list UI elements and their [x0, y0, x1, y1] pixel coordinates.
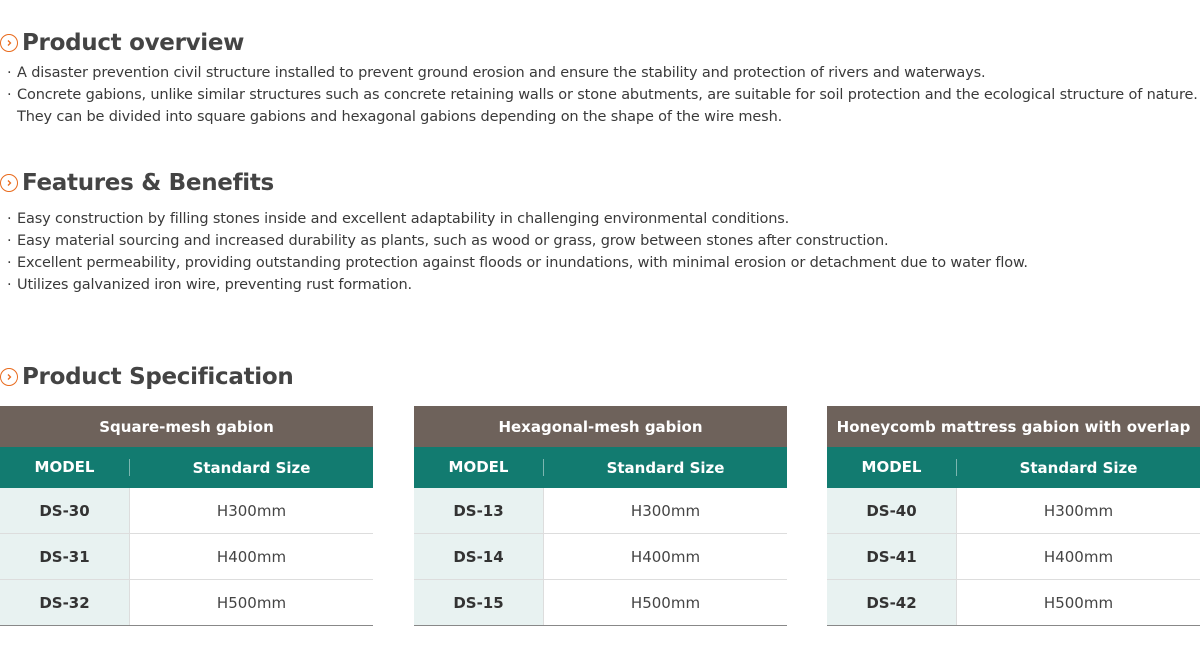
model-cell: DS-15 — [414, 580, 544, 625]
table-row: DS-40 H300mm — [827, 488, 1200, 534]
features-benefits-section: Features & Benefits Easy construction by… — [0, 168, 1028, 296]
section-title: Features & Benefits — [22, 170, 274, 196]
size-cell: H400mm — [1043, 547, 1114, 566]
bullet-item: Easy construction by filling stones insi… — [4, 208, 1028, 230]
bullet-item: Utilizes galvanized iron wire, preventin… — [4, 274, 1028, 296]
model-cell: DS-32 — [0, 580, 130, 625]
section-title: Product overview — [22, 30, 245, 56]
column-header-model: MODEL — [0, 459, 130, 476]
model-cell: DS-31 — [0, 534, 130, 579]
model-cell: DS-30 — [0, 488, 130, 533]
spec-table-honeycomb-mattress: Honeycomb mattress gabion with overlap M… — [827, 406, 1200, 626]
table-row: DS-32 H500mm — [0, 580, 373, 626]
spec-table-hexagonal-mesh: Hexagonal-mesh gabion MODEL Standard Siz… — [414, 406, 787, 626]
chevron-right-circle-icon — [0, 368, 18, 386]
model-cell: DS-41 — [827, 534, 957, 579]
size-cell: H300mm — [216, 501, 287, 520]
chevron-right-circle-icon — [0, 34, 18, 52]
bullet-item: A disaster prevention civil structure in… — [4, 62, 1198, 84]
table-row: DS-41 H400mm — [827, 534, 1200, 580]
table-caption: Honeycomb mattress gabion with overlap — [827, 406, 1200, 447]
table-header: MODEL Standard Size — [827, 447, 1200, 488]
model-cell: DS-14 — [414, 534, 544, 579]
section-heading: Features & Benefits — [0, 168, 1028, 198]
bullet-list: Easy construction by filling stones insi… — [0, 208, 1028, 296]
column-header-model: MODEL — [827, 459, 957, 476]
size-cell: H400mm — [216, 547, 287, 566]
size-cell: H400mm — [630, 547, 701, 566]
table-row: DS-42 H500mm — [827, 580, 1200, 626]
section-heading: Product Specification — [0, 362, 294, 392]
table-row: DS-30 H300mm — [0, 488, 373, 534]
section-heading: Product overview — [0, 28, 1198, 58]
bullet-item: Concrete gabions, unlike similar structu… — [4, 84, 1198, 128]
column-header-size: Standard Size — [1019, 458, 1138, 477]
table-row: DS-31 H400mm — [0, 534, 373, 580]
table-row: DS-14 H400mm — [414, 534, 787, 580]
product-overview-section: Product overview A disaster prevention c… — [0, 28, 1198, 128]
table-caption: Square-mesh gabion — [0, 406, 373, 447]
product-specification-section: Product Specification — [0, 362, 294, 392]
spec-table-square-mesh: Square-mesh gabion MODEL Standard Size D… — [0, 406, 373, 626]
size-cell: H500mm — [1043, 593, 1114, 612]
section-title: Product Specification — [22, 364, 294, 390]
bullet-item: Excellent permeability, providing outsta… — [4, 252, 1028, 274]
bullet-item: Easy material sourcing and increased dur… — [4, 230, 1028, 252]
model-cell: DS-40 — [827, 488, 957, 533]
table-header: MODEL Standard Size — [0, 447, 373, 488]
bullet-list: A disaster prevention civil structure in… — [0, 62, 1198, 128]
size-cell: H300mm — [1043, 501, 1114, 520]
size-cell: H500mm — [630, 593, 701, 612]
table-row: DS-13 H300mm — [414, 488, 787, 534]
table-header: MODEL Standard Size — [414, 447, 787, 488]
size-cell: H300mm — [630, 501, 701, 520]
chevron-right-circle-icon — [0, 174, 18, 192]
table-caption: Hexagonal-mesh gabion — [414, 406, 787, 447]
column-header-model: MODEL — [414, 459, 544, 476]
model-cell: DS-13 — [414, 488, 544, 533]
column-header-size: Standard Size — [192, 458, 311, 477]
table-row: DS-15 H500mm — [414, 580, 787, 626]
column-header-size: Standard Size — [606, 458, 725, 477]
model-cell: DS-42 — [827, 580, 957, 625]
size-cell: H500mm — [216, 593, 287, 612]
